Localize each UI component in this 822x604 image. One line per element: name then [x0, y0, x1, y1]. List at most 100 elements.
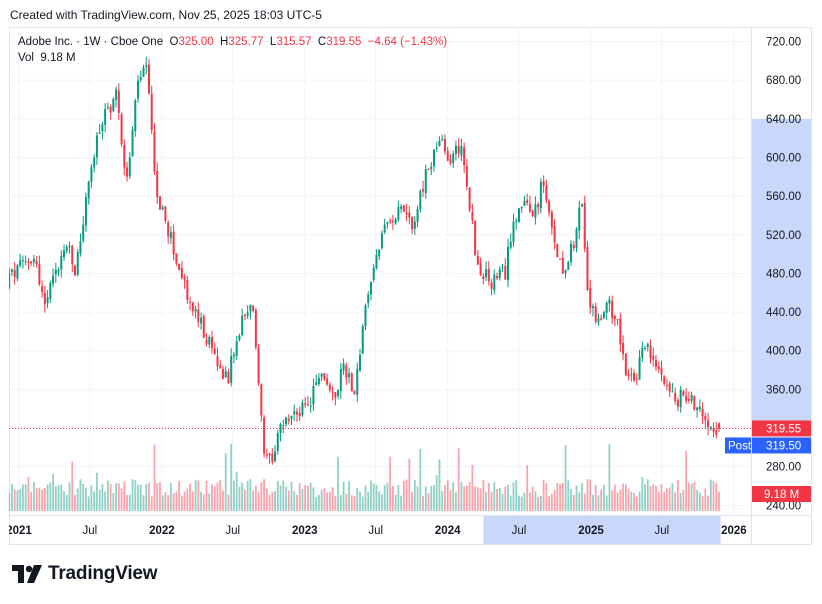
volume-bar	[389, 456, 392, 511]
volume-bar	[208, 493, 211, 511]
candle-body	[674, 393, 677, 402]
price-tick-label: 520.00	[766, 230, 801, 242]
candle-body	[383, 224, 386, 233]
low-value: 315.57	[276, 36, 312, 48]
volume-bar	[597, 495, 600, 511]
volume-bar	[408, 458, 411, 511]
candle-body	[476, 255, 479, 265]
volume-bar	[200, 491, 202, 511]
volume-bar	[282, 480, 285, 511]
candle-body	[517, 208, 520, 223]
volume-bar	[35, 487, 38, 511]
candle-body	[197, 309, 200, 323]
candle-body	[534, 204, 537, 218]
candle-body	[446, 151, 449, 161]
volume-bar	[120, 488, 123, 511]
candle-body	[158, 196, 161, 210]
candle-body	[367, 294, 370, 304]
candle-body	[435, 147, 438, 149]
candle-body	[449, 158, 452, 164]
volume-bar	[707, 495, 709, 511]
candle-body	[317, 377, 320, 385]
time-axis[interactable]: 2021 Jul 2022 Jul 2023 Jul 2024 Jul 2025 Jul 2026	[9, 525, 747, 537]
candle-body	[87, 181, 90, 198]
volume-bar	[46, 484, 49, 511]
candle-body	[405, 212, 408, 215]
time-tick-label: Jul	[225, 525, 240, 537]
candle-body	[200, 317, 203, 324]
volume-bar	[183, 491, 186, 511]
volume-bar	[496, 489, 498, 511]
candle-body	[438, 140, 441, 147]
symbol-title[interactable]: Adobe Inc. · 1W · Cboe One	[18, 36, 164, 48]
volume-bar	[230, 443, 233, 511]
volume-bar	[238, 486, 241, 511]
candle-body	[616, 319, 619, 321]
candle-body	[600, 318, 603, 320]
volume-bar	[71, 461, 74, 511]
volume-bar	[718, 491, 720, 511]
candle-body	[164, 206, 167, 222]
volume-bar	[142, 495, 145, 511]
candle-body	[293, 411, 296, 415]
candle-body	[506, 246, 509, 281]
volume-bar	[263, 479, 265, 511]
volume-bar	[285, 486, 287, 511]
volume-bar	[279, 485, 282, 511]
volume-bar	[663, 491, 666, 511]
candle-body	[465, 166, 468, 187]
candle-body	[57, 269, 60, 272]
candle-body	[205, 339, 208, 344]
volume-bar	[367, 492, 370, 511]
candle-body	[468, 187, 471, 211]
volume-bar	[361, 496, 364, 511]
candle-body	[268, 453, 271, 456]
candle-body	[520, 207, 523, 209]
candle-body	[496, 276, 499, 279]
volume-bar	[685, 450, 688, 511]
candle-body	[433, 149, 436, 167]
candle-body	[153, 131, 156, 172]
candle-body	[131, 129, 134, 157]
candle-body	[690, 394, 693, 402]
volume-bar	[167, 495, 170, 511]
volume-bar	[128, 494, 131, 511]
candle-body	[90, 167, 93, 182]
volume-bar	[227, 494, 230, 511]
candle-body	[298, 413, 301, 417]
volume-bar	[381, 494, 383, 511]
candle-body	[246, 312, 249, 317]
volume-bar	[386, 482, 389, 511]
volume-bar	[622, 483, 625, 511]
volume-bar	[85, 487, 87, 511]
volume-bar	[666, 488, 668, 511]
volume-bar	[682, 489, 685, 511]
candle-body	[485, 269, 488, 278]
volume-bar	[397, 485, 400, 511]
svg-text:319.50: 319.50	[766, 440, 801, 452]
volume-bar	[372, 483, 375, 511]
candle-body	[487, 268, 490, 282]
candle-body	[556, 244, 559, 258]
price-tick-label: 400.00	[766, 346, 801, 358]
volume-bar	[117, 483, 120, 511]
candle-body	[452, 153, 455, 164]
volume-bar	[657, 491, 660, 511]
volume-bar	[537, 496, 540, 511]
volume-bar	[115, 483, 117, 511]
volume-bar	[559, 483, 561, 511]
volume-bar	[328, 491, 331, 511]
candle-body	[271, 453, 274, 462]
volume-bar	[655, 485, 657, 511]
tradingview-logo[interactable]: TradingView	[12, 563, 158, 585]
candle-body	[54, 269, 57, 275]
grid-lines	[9, 27, 751, 515]
price-chart[interactable]: 720.00 680.00 640.00 600.00 560.00 520.00 480.…	[9, 27, 812, 545]
time-tick-label: Jul	[655, 525, 670, 537]
volume-bar	[589, 479, 592, 511]
volume-bar	[600, 489, 603, 511]
volume-bar	[216, 482, 219, 511]
volume-bar	[679, 492, 682, 511]
candle-body	[238, 335, 241, 340]
candle-body	[84, 197, 87, 226]
